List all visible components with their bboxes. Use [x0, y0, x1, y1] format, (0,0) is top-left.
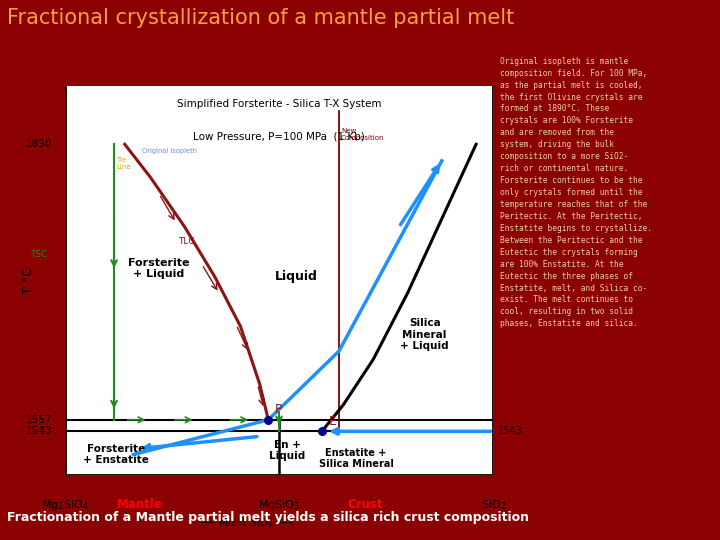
Text: Fractionation of a Mantle partial melt yields a silica rich crust composition: Fractionation of a Mantle partial melt y… [7, 511, 529, 524]
Text: New
Composition: New Composition [341, 128, 384, 141]
Text: 1543: 1543 [25, 427, 52, 436]
Text: 1557: 1557 [25, 415, 52, 425]
Text: Silica
Mineral
+ Liquid: Silica Mineral + Liquid [400, 318, 449, 351]
Text: En +
Liquid: En + Liquid [269, 440, 306, 461]
Text: Forsterite
+ Liquid: Forsterite + Liquid [128, 258, 190, 279]
Text: T °C: T °C [22, 267, 35, 294]
Text: MgSiO$_3$: MgSiO$_3$ [258, 498, 300, 512]
Text: 1543: 1543 [498, 427, 522, 436]
Text: Tie
Line: Tie Line [116, 157, 131, 170]
Text: 1890: 1890 [26, 139, 52, 149]
Text: $\longrightarrow$ Mol% SiO$_2$ $\longrightarrow$: $\longrightarrow$ Mol% SiO$_2$ $\longrig… [196, 517, 294, 530]
Text: Enstatite +
Silica Mineral: Enstatite + Silica Mineral [319, 448, 394, 469]
Text: Crust: Crust [347, 498, 382, 511]
Text: Original isopleth is mantle
composition field. For 100 MPa,
as the partial melt : Original isopleth is mantle composition … [500, 57, 652, 328]
Text: Liquid: Liquid [275, 270, 318, 283]
Text: Forsterite
+ Enstatite: Forsterite + Enstatite [84, 444, 149, 465]
Text: Mantle: Mantle [117, 498, 163, 511]
Text: Simplified Forsterite - Silica T-X System: Simplified Forsterite - Silica T-X Syste… [176, 99, 382, 109]
Text: SiO$_2$: SiO$_2$ [481, 498, 505, 512]
Text: Mg$_2$SiO$_4$: Mg$_2$SiO$_4$ [41, 498, 89, 512]
Text: TSC: TSC [30, 250, 48, 259]
Text: P: P [275, 403, 282, 416]
Text: Low Pressure, P=100 MPa  (1 Kb): Low Pressure, P=100 MPa (1 Kb) [193, 132, 365, 142]
Text: Fractional crystallization of a mantle partial melt: Fractional crystallization of a mantle p… [7, 8, 515, 28]
Text: E: E [328, 415, 336, 428]
Text: Original Isopleth: Original Isopleth [142, 148, 197, 154]
Text: TLC: TLC [179, 237, 195, 246]
